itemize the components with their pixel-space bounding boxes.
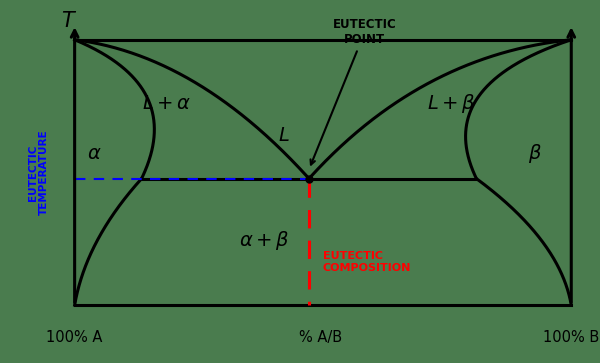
Text: $T$: $T$ bbox=[61, 11, 77, 31]
Text: $\alpha$: $\alpha$ bbox=[87, 144, 101, 163]
Text: 100% A: 100% A bbox=[46, 330, 103, 345]
Text: $L + \alpha$: $L + \alpha$ bbox=[142, 94, 191, 113]
Text: EUTECTIC
COMPOSITION: EUTECTIC COMPOSITION bbox=[323, 251, 412, 273]
Text: % A/B: % A/B bbox=[299, 330, 342, 345]
Text: EUTECTIC
POINT: EUTECTIC POINT bbox=[311, 18, 397, 164]
Text: $\alpha + \beta$: $\alpha + \beta$ bbox=[239, 229, 290, 252]
Text: $\beta$: $\beta$ bbox=[528, 142, 542, 166]
Text: $L + \beta$: $L + \beta$ bbox=[427, 91, 476, 114]
Text: 100% B: 100% B bbox=[543, 330, 599, 345]
Text: EUTECTIC
TEMPERATURE: EUTECTIC TEMPERATURE bbox=[28, 130, 49, 215]
Text: $L$: $L$ bbox=[278, 126, 290, 145]
